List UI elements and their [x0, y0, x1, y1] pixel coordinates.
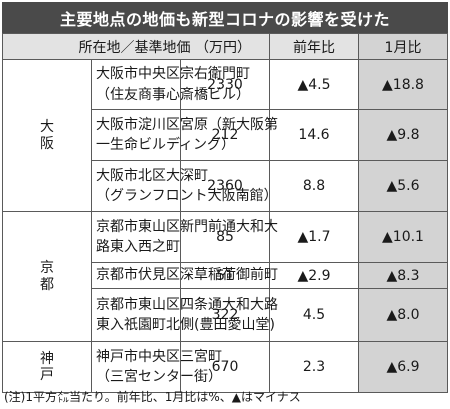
- table-row: 大阪 大阪市中央区宗右衛門町 （住友商事心斎橋ビル） 2330 ▲4.5 ▲18…: [2, 59, 448, 212]
- yoy-cell: 2.3: [269, 341, 359, 393]
- location-cell: 京都市東山区新門前通大和大 路東入西之町: [91, 211, 278, 263]
- location-line-1: 京都市東山区新門前通大和大: [96, 218, 278, 235]
- mom-cell: ▲8.3: [358, 262, 448, 289]
- location-line-2: 一生命ビルディング）: [96, 137, 236, 153]
- mom-cell: ▲9.8: [358, 109, 448, 161]
- header-mom: 1月比: [358, 33, 448, 60]
- region-char: 京: [40, 260, 54, 277]
- location-line-1: 京都市伏見区深草稲荷御前町: [96, 267, 278, 284]
- location-line-1: 大阪市中央区宗右衛門町: [96, 66, 250, 83]
- region-kobe-char: 神戸: [3, 351, 91, 383]
- yoy-cell: ▲4.5: [269, 59, 359, 110]
- price-cell: 2330: [180, 59, 270, 110]
- location-cell: 京都市伏見区深草稲荷御前町: [91, 262, 278, 289]
- footnote: (注)1平方㍍当たり。前年比、1月比は%、▲はマイナス: [4, 390, 301, 404]
- table-row: 神戸 神戸市中央区三宮町 （三宮センター街） 670 2.3 ▲6.9: [2, 341, 448, 393]
- location-line-2: （住友商事心斎橋ビル）: [96, 86, 250, 103]
- table-row: 大阪市淀川区宮原（新大阪第 一生命ビルディング） 212 14.6 ▲9.8: [3, 109, 448, 161]
- region-kyoto-char: 京都: [3, 260, 91, 292]
- location-line-1: 神戸市中央区三宮町: [96, 348, 222, 365]
- mom-cell: ▲10.1: [358, 211, 448, 263]
- header-yoy: 前年比: [269, 33, 359, 60]
- region-char: 阪: [40, 135, 54, 152]
- location-cell: 京都市東山区四条通大和大路 東入祇園町北側(豊田愛山堂): [91, 288, 278, 342]
- mom-cell: ▲6.9: [358, 341, 448, 393]
- price-cell: 2360: [180, 160, 270, 212]
- table-header-row: 所在地／基準地価 （万円） 前年比 1月比: [2, 33, 448, 60]
- region-char: 戸: [40, 367, 54, 383]
- location-line-2: （グランフロント大阪南館）: [96, 188, 278, 204]
- land-price-table: 所在地／基準地価 （万円） 前年比 1月比 大阪 大阪市中央区宗右衛門町 （住友…: [2, 33, 448, 393]
- price-cell: 212: [180, 109, 270, 161]
- price-cell: 670: [180, 341, 270, 393]
- location-line-1: 大阪市淀川区宮原（新大阪第: [96, 116, 278, 133]
- location-cell: 大阪市淀川区宮原（新大阪第 一生命ビルディング）: [91, 109, 278, 161]
- region-osaka-char: 大阪: [3, 119, 91, 151]
- yoy-cell: 4.5: [269, 288, 359, 342]
- location-cell: 大阪市中央区宗右衛門町 （住友商事心斎橋ビル）: [91, 59, 250, 110]
- yoy-cell: ▲1.7: [269, 211, 359, 263]
- yoy-cell: ▲2.9: [269, 262, 359, 289]
- region-char: 大: [40, 119, 54, 136]
- location-line-2: 路東入西之町: [96, 239, 180, 255]
- region-label-osaka: 大阪: [2, 59, 92, 212]
- price-cell: 51: [180, 262, 270, 289]
- region-label-kyoto: 京都: [2, 211, 92, 342]
- table-row: 京都市東山区四条通大和大路 東入祇園町北側(豊田愛山堂) 322 4.5 ▲8.…: [3, 288, 448, 342]
- location-line-1: 京都市東山区四条通大和大路: [96, 296, 278, 313]
- yoy-cell: 8.8: [269, 160, 359, 212]
- table-row: 大阪市北区大深町 （グランフロント大阪南館） 2360 8.8 ▲5.6: [3, 160, 448, 212]
- location-line-2: （三宮センター街）: [96, 369, 222, 385]
- location-line-2: 東入祇園町北側(豊田愛山堂): [96, 317, 275, 333]
- location-line-1: 大阪市北区大深町: [96, 167, 208, 184]
- location-cell: 神戸市中央区三宮町 （三宮センター街）: [91, 341, 222, 393]
- table-row: 京都 京都市東山区新門前通大和大 路東入西之町 85 ▲1.7 ▲10.1: [2, 211, 448, 342]
- region-char: 都: [40, 276, 54, 293]
- mom-cell: ▲18.8: [358, 59, 448, 110]
- mom-cell: ▲8.0: [358, 288, 448, 342]
- region-label-kobe: 神戸: [2, 341, 92, 393]
- page-title: 主要地点の地価も新型コロナの影響を受けた: [2, 2, 448, 33]
- mom-cell: ▲5.6: [358, 160, 448, 212]
- region-char: 神: [40, 350, 54, 367]
- header-location-price: 所在地／基準地価 （万円）: [2, 33, 270, 60]
- yoy-cell: 14.6: [269, 109, 359, 161]
- location-cell: 大阪市北区大深町 （グランフロント大阪南館）: [91, 160, 278, 212]
